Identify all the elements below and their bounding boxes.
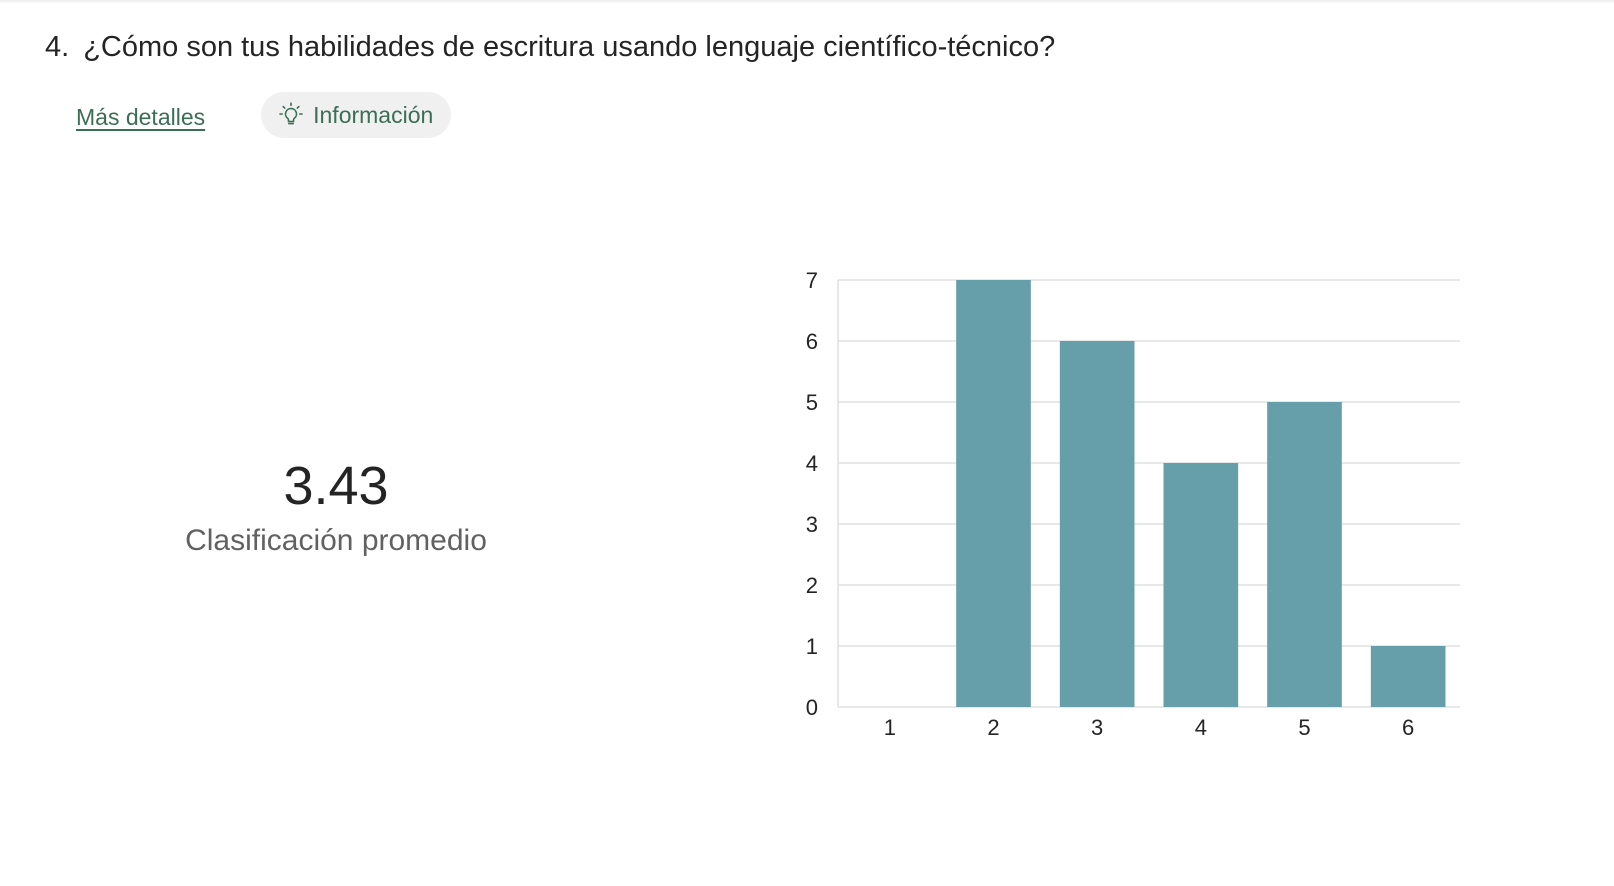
y-tick-label: 3 <box>806 512 818 537</box>
lightbulb-icon <box>279 102 303 125</box>
question-text: ¿Cómo son tus habilidades de escritura u… <box>83 31 1056 63</box>
average-rating-label: Clasificación promedio <box>185 524 487 557</box>
question-title: 4. ¿Cómo son tus habilidades de escritura… <box>45 27 1055 67</box>
x-tick-label: 2 <box>987 715 999 740</box>
y-tick-label: 7 <box>806 268 818 293</box>
bar-rating-4[interactable] <box>1163 463 1239 707</box>
average-summary: 3.43 Clasificación promedio <box>136 452 536 560</box>
question-actions: Más detalles Información <box>76 92 452 138</box>
y-tick-label: 1 <box>806 634 818 659</box>
bar-rating-5[interactable] <box>1267 402 1342 707</box>
y-tick-label: 6 <box>806 329 818 354</box>
top-shadow <box>0 0 1614 4</box>
y-tick-label: 0 <box>806 695 818 720</box>
x-tick-label: 6 <box>1402 715 1414 740</box>
bar-rating-6[interactable] <box>1370 646 1446 707</box>
x-tick-label: 1 <box>884 715 896 740</box>
x-tick-label: 4 <box>1195 715 1207 740</box>
y-tick-label: 2 <box>806 573 818 598</box>
x-tick-label: 5 <box>1298 715 1310 740</box>
insights-button[interactable]: Información <box>261 92 452 138</box>
bar-rating-3[interactable] <box>1059 341 1135 707</box>
average-rating-value: 3.43 <box>283 456 389 516</box>
question-number: 4. <box>45 31 70 63</box>
more-details-link[interactable]: Más detalles <box>76 103 206 130</box>
bar-rating-2[interactable] <box>956 280 1031 707</box>
rating-distribution-chart: 0 1 2 3 4 5 6 7 1 2 3 4 5 6 <box>806 268 1460 740</box>
y-tick-label: 5 <box>806 390 818 415</box>
x-tick-label: 3 <box>1091 715 1103 740</box>
y-tick-label: 4 <box>806 451 818 476</box>
insights-label: Información <box>313 101 434 128</box>
